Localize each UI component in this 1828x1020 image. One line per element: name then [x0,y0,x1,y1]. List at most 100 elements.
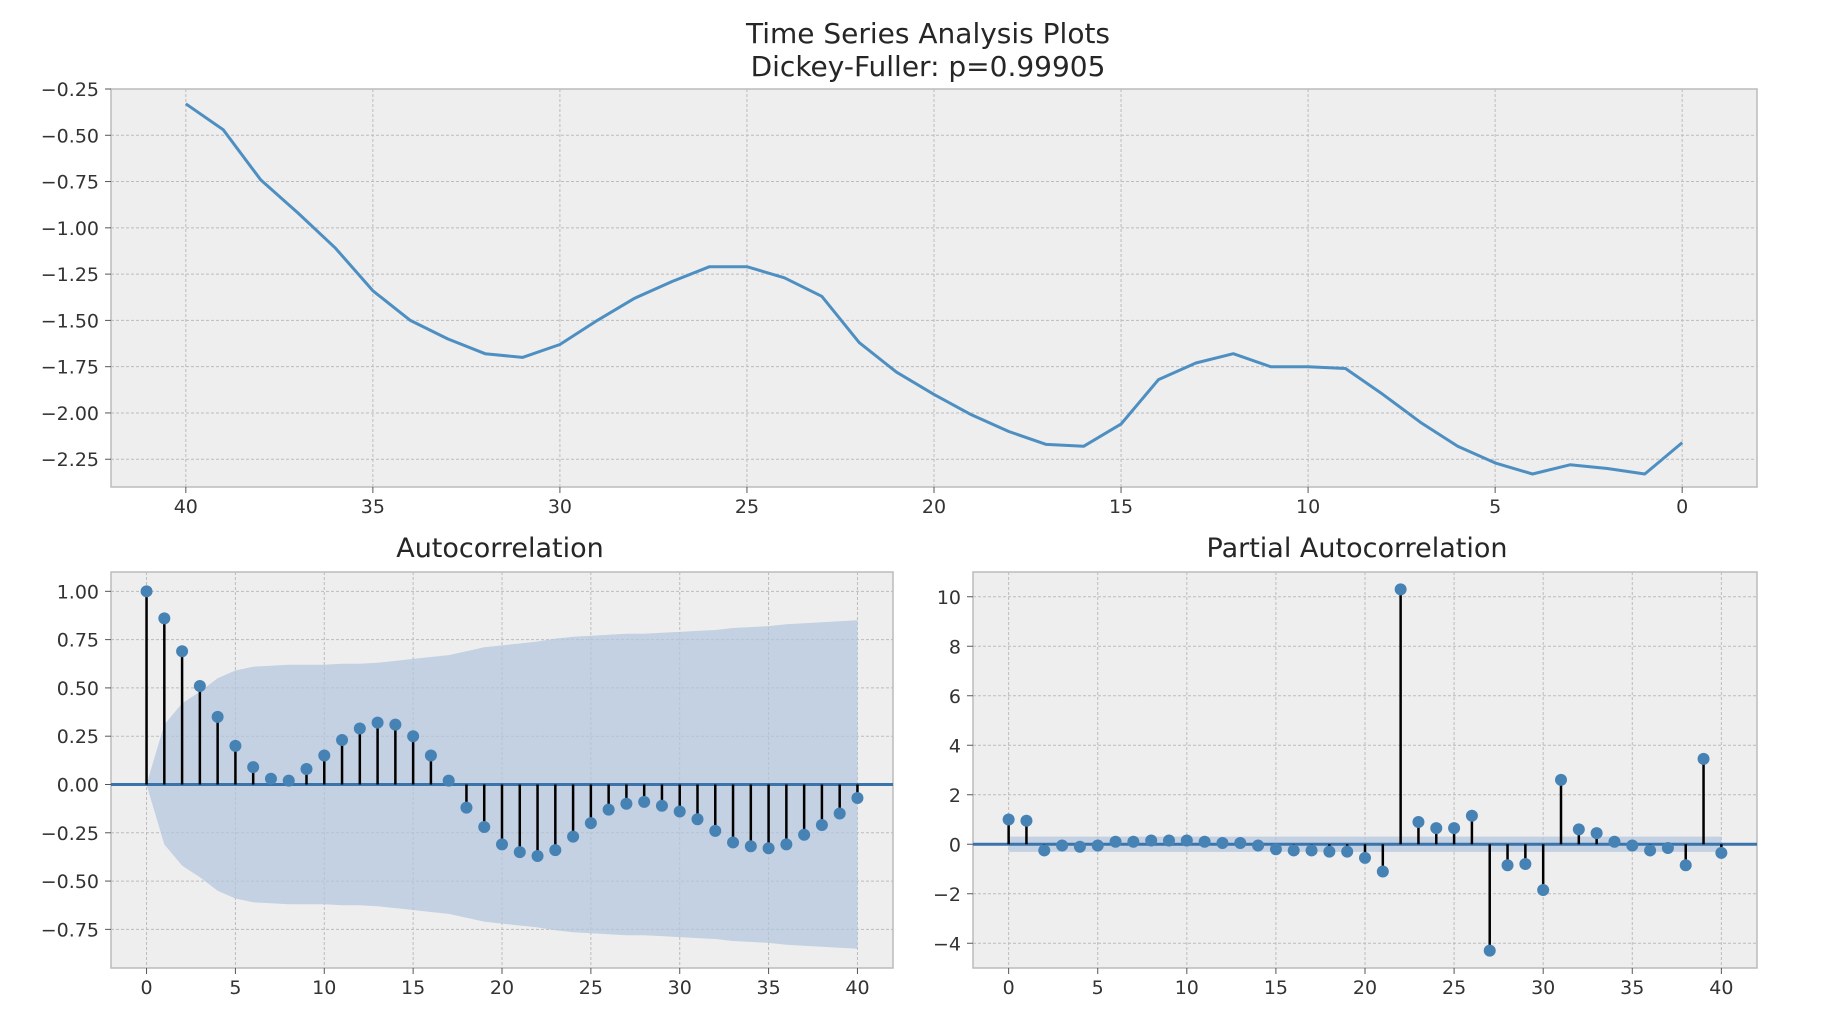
acf-marker-31 [691,813,704,826]
acf-ytick-label-0: 1.00 [57,581,99,603]
acf-ytick-label-3: 0.25 [57,726,99,748]
pacf-marker-38 [1679,859,1692,872]
acf-marker-17 [442,774,455,787]
pacf-marker-7 [1127,835,1140,848]
acf-marker-23 [549,844,562,857]
pacf-ytick-label-3: 4 [949,735,961,757]
pacf-marker-19 [1341,845,1354,858]
pacf-marker-36 [1644,844,1657,857]
ts-plot-area [110,88,1758,488]
acf-xtick-label-2: 10 [312,977,336,999]
pacf-xtick-label-6: 30 [1531,977,1555,999]
acf-xtick-label-4: 20 [490,977,514,999]
ts-ytick-label-5: −1.50 [41,310,99,332]
acf-title: Autocorrelation [396,533,604,564]
ts-ytick-label-6: −1.75 [41,357,99,379]
acf-xtick-label-6: 30 [668,977,692,999]
pacf-marker-2 [1038,844,1051,857]
acf-marker-18 [460,801,473,814]
pacf-marker-31 [1555,773,1567,786]
acf-marker-38 [815,819,828,832]
acf-ytick-label-7: −0.75 [41,919,99,941]
ts-ytick-label-2: −0.75 [41,172,99,194]
pacf-ytick-label-6: −2 [933,884,961,906]
pacf-marker-11 [1198,835,1211,848]
pacf-marker-22 [1394,583,1407,596]
pacf-marker-29 [1519,858,1532,871]
pacf-marker-12 [1216,837,1229,850]
pacf-marker-21 [1376,865,1389,878]
acf-marker-10 [318,749,331,762]
acf-marker-19 [478,820,491,833]
pacf-xtick-label-2: 10 [1175,977,1199,999]
acf-marker-35 [762,842,775,855]
subtitle: Dickey-Fuller: p=0.99905 [751,50,1106,83]
pacf-ytick-label-1: 8 [949,636,961,658]
pacf-ytick-label-5: 0 [949,834,961,856]
ts-xtick-label-6: 10 [1296,496,1320,518]
ts-xtick-label-2: 30 [548,496,572,518]
pacf-xtick-label-8: 40 [1709,977,1733,999]
pacf-marker-39 [1697,752,1710,765]
pacf-marker-4 [1073,840,1086,853]
pacf-marker-14 [1252,839,1265,852]
acf-marker-12 [353,722,366,735]
pacf-ytick-label-0: 10 [937,587,961,609]
pacf-ytick-label-2: 6 [949,686,961,708]
pacf-xtick-label-5: 25 [1442,977,1466,999]
suptitle: Time Series Analysis Plots [745,17,1110,50]
acf-xtick-label-3: 15 [401,977,425,999]
pacf-marker-10 [1180,834,1193,847]
pacf-marker-34 [1608,835,1621,848]
acf-ytick-label-5: −0.25 [41,823,99,845]
acf-marker-15 [407,730,420,743]
ts-ytick-label-3: −1.00 [41,218,99,240]
acf-marker-34 [744,840,757,853]
pacf-ytick-label-7: −4 [933,933,961,955]
ts-xtick-label-1: 35 [361,496,385,518]
pacf-marker-16 [1287,844,1300,857]
acf-marker-4 [211,710,224,723]
acf-marker-7 [264,772,277,785]
pacf-marker-17 [1305,844,1318,857]
acf-marker-16 [424,749,437,762]
pacf-xtick-label-1: 5 [1092,977,1104,999]
ts-ytick-label-8: −2.25 [41,449,99,471]
timeseries-axes: 40 35 30 25 20 15 10 5 0 −0.25 −0.50 −0.75 −1.00 −1.2… [41,79,1758,518]
acf-marker-26 [602,803,615,816]
acf-marker-2 [176,645,189,658]
pacf-xtick-label-7: 35 [1620,977,1644,999]
pacf-xtick-label-3: 15 [1264,977,1288,999]
acf-marker-40 [851,792,864,805]
acf-marker-14 [389,718,402,731]
pacf-marker-33 [1590,827,1603,840]
pacf-marker-35 [1626,839,1639,852]
ts-xtick-label-7: 5 [1489,496,1501,518]
acf-marker-24 [567,830,580,843]
ts-ytick-label-0: −0.25 [41,79,99,101]
acf-marker-33 [727,836,740,849]
pacf-marker-40 [1715,846,1728,859]
acf-marker-11 [336,734,349,747]
acf-marker-27 [620,797,633,810]
pacf-marker-30 [1537,884,1550,897]
pacf-marker-26 [1465,809,1478,822]
pacf-marker-1 [1020,814,1033,827]
acf-xtick-label-8: 40 [845,977,869,999]
acf-marker-21 [513,846,526,859]
acf-xtick-label-1: 5 [229,977,241,999]
pacf-marker-8 [1145,834,1158,847]
pacf-marker-5 [1091,839,1104,852]
pacf-marker-27 [1483,944,1496,957]
acf-marker-8 [282,774,295,787]
acf-ytick-label-4: 0.00 [57,774,99,796]
ts-xtick-label-8: 0 [1676,496,1688,518]
pacf-marker-23 [1412,815,1425,828]
pacf-axes: Partial Autocorrelation 0 5 10 15 20 25 30 35 40… [933,533,1758,999]
acf-marker-5 [229,739,242,752]
acf-axes: Autocorrelation 0 5 10 15 20 25 30 35 40 1.00 0.75… [41,533,894,999]
pacf-marker-25 [1448,822,1461,835]
ts-xtick-label-5: 15 [1109,496,1133,518]
acf-marker-29 [655,799,668,812]
